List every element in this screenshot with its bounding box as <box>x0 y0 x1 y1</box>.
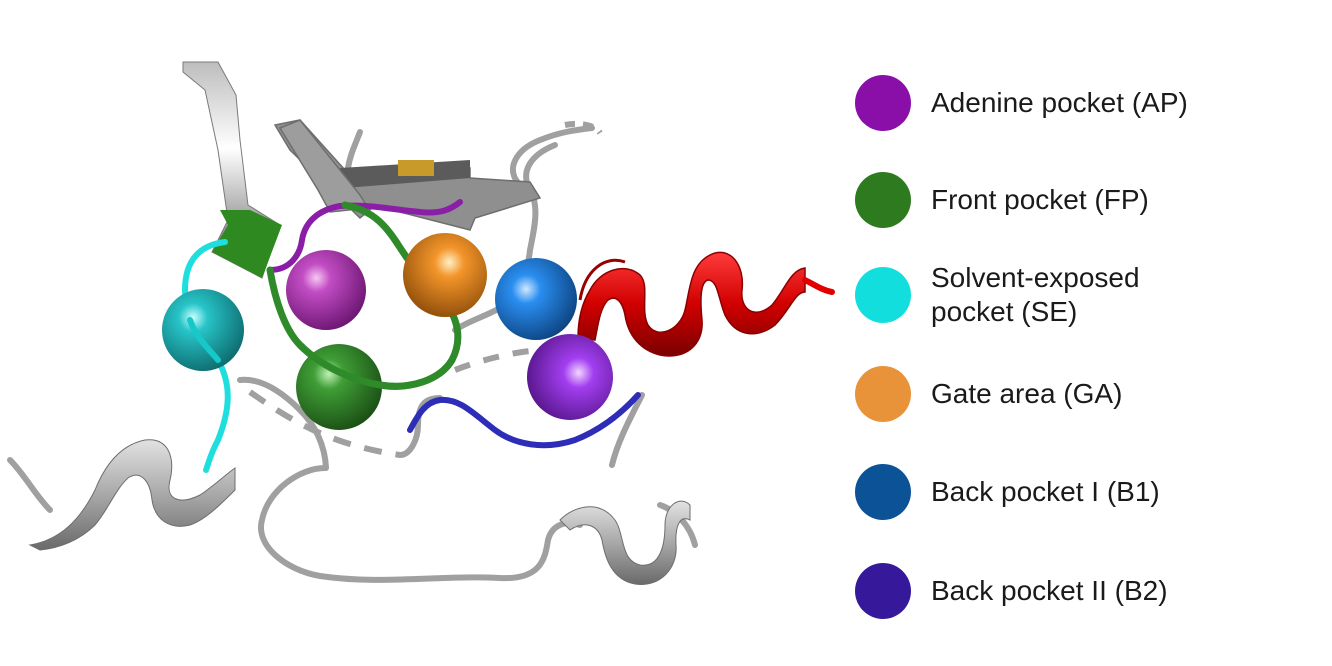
legend-dot-se <box>855 267 911 323</box>
backbone-upper-left-tick <box>345 129 363 171</box>
legend-item-b1: Back pocket I (B1) <box>855 464 1160 520</box>
legend-dot-b1 <box>855 464 911 520</box>
alpha-helix-left <box>7 439 236 551</box>
backbone-dashed-gap-2 <box>453 347 546 373</box>
legend-item-ap: Adenine pocket (AP) <box>855 75 1188 131</box>
legend-label-se: Solvent-exposed pocket (SE) <box>931 262 1140 327</box>
backbone-top-hook <box>509 125 595 188</box>
sphere-back-pocket-ii <box>527 334 613 420</box>
legend-label-ap: Adenine pocket (AP) <box>931 87 1188 118</box>
sphere-front-pocket <box>296 344 382 430</box>
alpha-helix-red <box>577 251 835 357</box>
adenine-pocket-linker <box>267 199 463 273</box>
backbone-top-dash <box>564 120 603 135</box>
backbone-dashed-gap <box>248 389 401 458</box>
protein-structure-diagram <box>7 61 835 585</box>
legend-label-fp: Front pocket (FP) <box>931 184 1149 215</box>
backbone-loop-lower <box>257 465 583 583</box>
beta-sheet-upper-arrow <box>278 119 370 213</box>
legend-label-b2: Back pocket II (B2) <box>931 575 1168 606</box>
alpha-helix-lower-right <box>559 500 691 585</box>
back-pocket-ii-strand <box>407 392 641 449</box>
backbone-loop-left <box>237 376 329 471</box>
legend-item-b2: Back pocket II (B2) <box>855 563 1168 619</box>
backbone-connector <box>397 395 443 458</box>
legend-label-ga: Gate area (GA) <box>931 378 1123 409</box>
legend-dot-fp <box>855 172 911 228</box>
backbone-right-tail <box>609 392 645 468</box>
legend-dot-ap <box>855 75 911 131</box>
legend-item-fp: Front pocket (FP) <box>855 172 1149 228</box>
legend-dot-ga <box>855 366 911 422</box>
sphere-solvent-exposed <box>162 289 244 371</box>
sphere-adenine-pocket <box>286 250 366 330</box>
beta-strand-green-tip <box>212 210 282 278</box>
sphere-back-pocket-i <box>495 258 577 340</box>
front-pocket-loop-front <box>296 341 456 390</box>
legend-label-b1: Back pocket I (B1) <box>931 476 1160 507</box>
legend-item-ga: Gate area (GA) <box>855 366 1122 422</box>
legend-item-se: Solvent-exposed pocket (SE) <box>855 261 1140 329</box>
sphere-gate-area <box>403 233 487 317</box>
legend-dot-b2 <box>855 563 911 619</box>
beta-sheet-gate-patch <box>398 160 434 176</box>
solvent-exposed-strand-front <box>187 317 221 363</box>
